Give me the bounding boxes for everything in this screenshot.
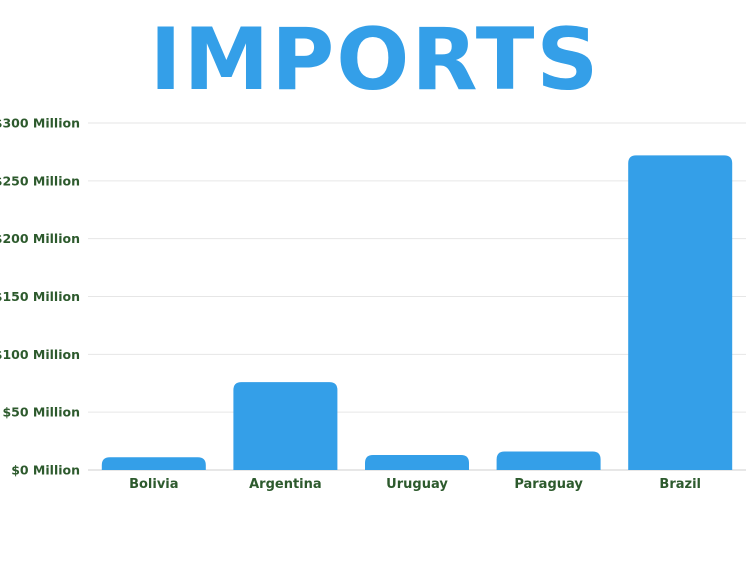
x-category-label: Paraguay — [514, 477, 583, 492]
y-tick-label: $150 Million — [0, 289, 80, 304]
bar-paraguay — [496, 451, 601, 470]
y-axis-ticks: $0 Million $50 Million $100 Million $150 Mi… — [0, 116, 80, 478]
y-tick-label: $200 Million — [0, 231, 80, 246]
x-category-label: Argentina — [249, 477, 322, 492]
bar-bolivia — [101, 457, 206, 470]
y-tick-label: $50 Million — [2, 405, 80, 420]
x-category-label: Brazil — [659, 477, 701, 492]
y-tick-label: $300 Million — [0, 116, 80, 131]
y-tick-label: $100 Million — [0, 347, 80, 362]
y-tick-label: $0 Million — [11, 463, 80, 478]
x-axis-labels: Bolivia Argentina Uruguay Paraguay Brazil — [129, 477, 701, 492]
bar-uruguay — [365, 454, 469, 470]
x-category-label: Bolivia — [129, 477, 178, 492]
x-category-label: Uruguay — [386, 477, 448, 492]
chart-title: IMPORTS — [149, 10, 601, 110]
bar-brazil — [628, 155, 733, 471]
bars — [101, 155, 733, 471]
y-tick-label: $250 Million — [0, 173, 80, 188]
bar-argentina — [233, 382, 338, 470]
